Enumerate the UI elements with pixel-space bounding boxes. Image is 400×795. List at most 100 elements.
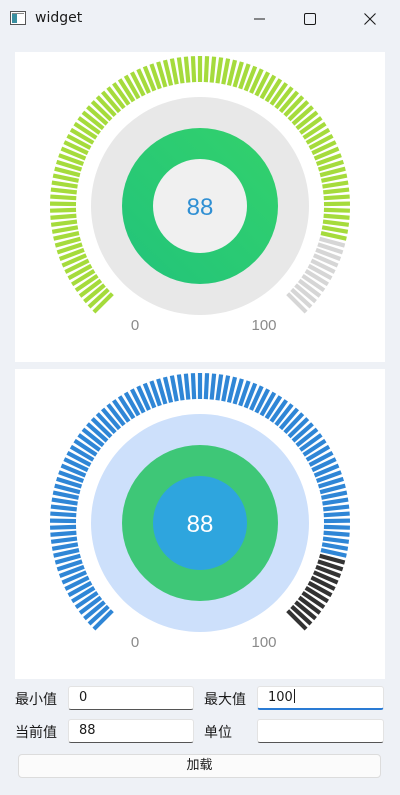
gauge-2-tick [302, 438, 327, 457]
gauge-1-tick [183, 56, 191, 83]
gauge-2-tick [238, 380, 251, 407]
gauge-1-tick [60, 146, 87, 161]
gauge-1-tick [95, 95, 117, 118]
gauge-1-tick [308, 133, 334, 150]
gauge-1-tick [50, 194, 77, 201]
gauge-2-tick [66, 450, 92, 467]
gauge-2-tick [322, 536, 350, 544]
gauge-2-max-label: 100 [251, 634, 276, 651]
gauge-1-tick [254, 71, 270, 97]
gauge-1-min-label: 0 [131, 317, 139, 334]
maximize-icon [304, 13, 316, 25]
gauge-1-tick [295, 110, 319, 131]
load-button[interactable]: 加载 [18, 754, 381, 778]
gauge-2-tick [50, 504, 77, 512]
gauge-1-max-label: 100 [251, 317, 276, 334]
gauge-2-tick [317, 559, 344, 572]
gauge-1-tick [61, 253, 88, 268]
minimize-button[interactable] [232, 0, 288, 38]
gauge-2-tick [58, 470, 85, 483]
gauge-2-tick [320, 548, 347, 558]
unit-input[interactable] [257, 719, 384, 743]
max-value-input[interactable]: 100 [257, 686, 384, 710]
gauge-1-tick [238, 63, 251, 90]
gauge-2-tick [259, 391, 277, 417]
gauge-1-tick [315, 153, 342, 166]
gauge-1-tick [90, 100, 113, 122]
gauge-1-tick [264, 78, 283, 103]
gauge-2-value-text: 88 [187, 511, 214, 538]
gauge-2-tick [311, 457, 337, 473]
gauge-2-tick [51, 542, 79, 551]
minimize-icon [254, 18, 265, 20]
title-bar: widget [0, 0, 400, 38]
unit-label: 单位 [204, 725, 232, 741]
gauge-2-tick [117, 395, 136, 420]
gauge-1-tick [53, 231, 80, 241]
gauge-1-tick [226, 59, 238, 86]
gauge-1-tick [299, 116, 323, 135]
gauge-1-tick [190, 56, 197, 83]
gauge-2-tick [304, 585, 329, 604]
gauge-2-tick [321, 542, 349, 551]
gauge-2-tick [305, 444, 331, 462]
gauge-1-tick [317, 159, 344, 172]
gauge-1-tick [301, 273, 326, 293]
gauge-2-tick [100, 407, 122, 431]
gauge-1-tick [51, 225, 79, 234]
gauge-2-tick [136, 385, 151, 411]
gauge-2-tick [176, 374, 185, 401]
gauge-1-tick [310, 258, 336, 274]
gauge-1-tick [294, 283, 317, 304]
gauge-2-tick [308, 450, 334, 467]
min-value-input[interactable]: 0 [68, 686, 194, 710]
gauge-1-tick [297, 278, 322, 298]
gauge-2-tick [142, 382, 157, 409]
gauge-2-tick [295, 427, 319, 448]
gauge-2-tick [221, 375, 231, 402]
gauge-1-tick [66, 133, 92, 150]
max-value-text: 100 [268, 690, 293, 705]
min-value-label: 最小值 [15, 692, 57, 708]
gauge-2-tick [74, 590, 99, 610]
gauge-1-tick [312, 253, 339, 268]
window-title: widget [35, 10, 83, 26]
gauge-1-tick [323, 207, 350, 213]
gauge-1-tick [320, 231, 347, 241]
gauge-1-tick [100, 90, 122, 114]
gauge-2-tick [162, 376, 174, 403]
gauge-1-ticks [49, 56, 351, 314]
gauge-1-tick [243, 65, 258, 92]
gauge-2-tick [264, 395, 283, 420]
close-button[interactable] [342, 0, 398, 38]
gauge-2-tick [169, 375, 179, 402]
gauge-1-tick [321, 225, 349, 234]
gauge-1-tick [58, 247, 85, 261]
gauge-2-tick [286, 609, 308, 631]
gauge-1-tick [209, 56, 217, 83]
maximize-button[interactable] [282, 0, 338, 38]
gauge-2-tick [92, 609, 114, 631]
gauge-1-tick [73, 121, 98, 140]
gauge-1-tick [215, 57, 224, 84]
gauge-panel-1: 88 0 100 [15, 52, 385, 362]
gauge-1-value-text: 88 [187, 194, 214, 221]
gauge-1-tick [149, 63, 162, 90]
current-value-input[interactable]: 88 [68, 719, 194, 743]
gauge-1-inner-circle [153, 159, 247, 253]
gauge-2-tick [323, 524, 350, 530]
gauge-2-tick [71, 585, 96, 604]
gauge-1-tick [290, 287, 313, 309]
gauge-2-tick [317, 476, 344, 489]
gauge-1-tick [71, 268, 96, 287]
gauge-2-tick [64, 575, 90, 591]
gauge-1-tick [319, 166, 346, 178]
gauge-2-tick [51, 497, 78, 506]
gauge-1-tick [176, 57, 185, 84]
gauge-2-tick [63, 457, 89, 473]
gauge-1-tick [51, 180, 78, 189]
gauge-2-tick [323, 504, 350, 512]
gauge-1-tick [56, 242, 83, 255]
gauge-2-tick [52, 490, 80, 500]
gauge-2-tick [290, 604, 313, 626]
